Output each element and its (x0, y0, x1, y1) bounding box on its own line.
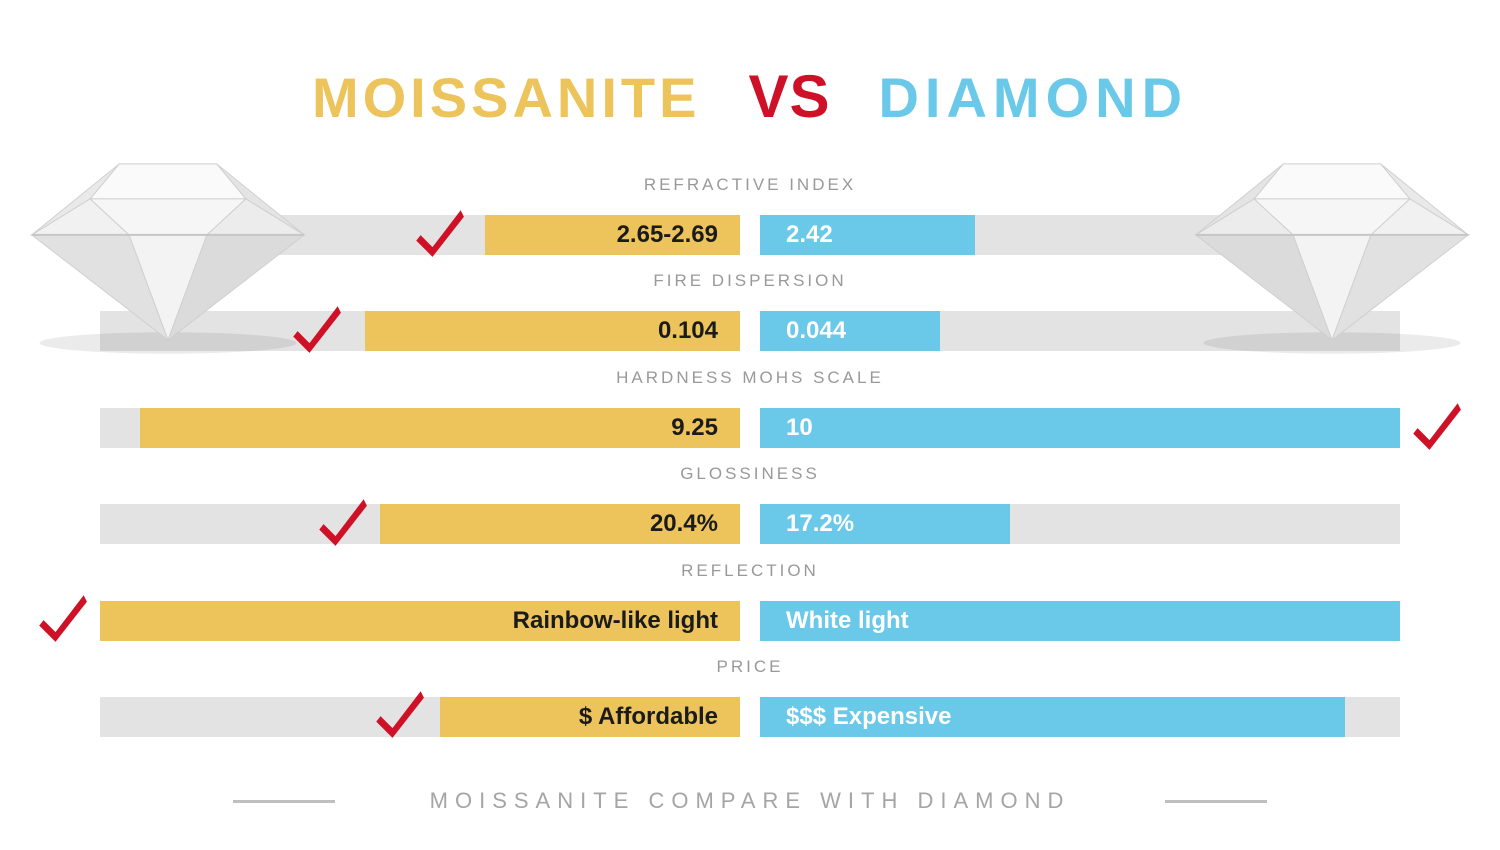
footer: MOISSANITE COMPARE WITH DIAMOND (0, 788, 1500, 814)
diamond-value: 0.044 (786, 317, 847, 344)
winner-check-icon (1410, 400, 1462, 452)
diamond-track: 0.044 (760, 311, 1400, 351)
row-label: PRICE (716, 657, 784, 676)
moissanite-track: 9.25 (100, 408, 740, 448)
moissanite-track: $ Affordable (100, 697, 740, 737)
diamond-bar: 0.044 (760, 311, 940, 351)
diamond-value: 10 (786, 414, 813, 441)
diamond-bar: 10 (760, 408, 1400, 448)
title-diamond: DIAMOND (878, 66, 1189, 129)
moissanite-value: 2.65-2.69 (616, 221, 718, 248)
diamond-bar: 17.2% (760, 504, 1010, 544)
moissanite-value: 9.25 (671, 414, 718, 441)
diamond-bar: White light (760, 601, 1400, 641)
diamond-value: 2.42 (786, 221, 833, 248)
comparison-row: HARDNESS MOHS SCALE 9.25 10 (0, 368, 1500, 448)
moissanite-bar: 20.4% (380, 504, 740, 544)
moissanite-track: 20.4% (100, 504, 740, 544)
diamond-track: $$$ Expensive (760, 697, 1400, 737)
moissanite-value: 0.104 (657, 317, 718, 344)
row-label: REFRACTIVE INDEX (643, 175, 857, 194)
row-label: FIRE DISPERSION (653, 271, 847, 290)
diamond-bar: 2.42 (760, 215, 975, 255)
diamond-track: 10 (760, 408, 1400, 448)
diamond-value: $$$ Expensive (786, 703, 952, 730)
footer-divider-left (232, 799, 335, 803)
comparison-row: PRICE $ Affordable $$$ Expensive (0, 657, 1500, 737)
title-vs: VS (748, 63, 831, 130)
comparison-row: REFLECTION Rainbow-like light White ligh… (0, 561, 1500, 641)
diamond-track: 17.2% (760, 504, 1400, 544)
diamond-track: White light (760, 601, 1400, 641)
winner-check-icon (316, 496, 368, 548)
moissanite-value: Rainbow-like light (512, 607, 718, 634)
winner-check-icon (36, 592, 88, 644)
diamond-gem-icon (22, 142, 314, 357)
diamond-value: White light (786, 607, 909, 634)
footer-caption: MOISSANITE COMPARE WITH DIAMOND (429, 788, 1071, 813)
moissanite-bar: 2.65-2.69 (485, 215, 740, 255)
winner-check-icon (413, 207, 465, 259)
comparison-row: FIRE DISPERSION 0.104 0.044 (0, 271, 1500, 351)
moissanite-value: 20.4% (649, 510, 718, 537)
page-title: MOISSANITE VS DIAMOND (0, 62, 1500, 131)
row-label: HARDNESS MOHS SCALE (616, 368, 884, 387)
row-label: REFLECTION (681, 561, 819, 580)
title-moissanite: MOISSANITE (311, 66, 701, 129)
row-label: GLOSSINESS (680, 464, 820, 483)
moissanite-track: Rainbow-like light (100, 601, 740, 641)
diamond-bar: $$$ Expensive (760, 697, 1345, 737)
moissanite-value: $ Affordable (578, 703, 718, 730)
moissanite-bar: 0.104 (365, 311, 740, 351)
footer-divider-right (1165, 799, 1268, 803)
comparison-row: GLOSSINESS 20.4% 17.2% (0, 464, 1500, 544)
diamond-gem-icon (1186, 142, 1478, 357)
moissanite-bar: 9.25 (140, 408, 740, 448)
moissanite-track: 0.104 (100, 311, 740, 351)
moissanite-bar: Rainbow-like light (100, 601, 740, 641)
winner-check-icon (290, 303, 342, 355)
moissanite-bar: $ Affordable (440, 697, 740, 737)
winner-check-icon (373, 688, 425, 740)
diamond-value: 17.2% (786, 510, 855, 537)
